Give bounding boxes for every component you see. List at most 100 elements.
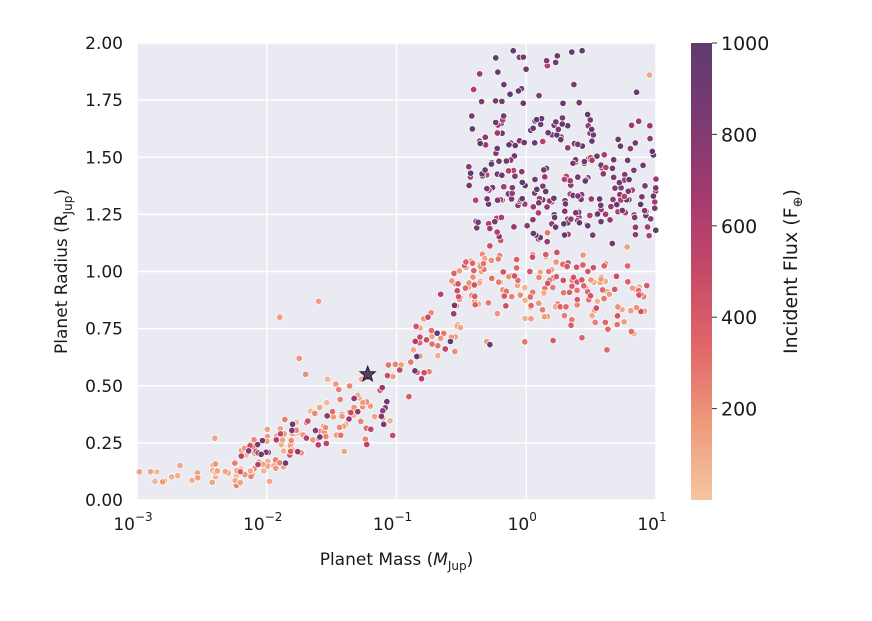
y-axis-label: Planet Radius (RJup)	[52, 189, 75, 354]
data-point	[481, 133, 489, 141]
data-point	[573, 286, 581, 294]
data-point	[521, 338, 529, 346]
data-point	[533, 116, 541, 124]
data-point	[543, 57, 551, 65]
data-point	[630, 166, 638, 174]
data-point	[608, 239, 616, 248]
data-point	[479, 260, 488, 268]
data-point	[151, 477, 159, 485]
data-point	[468, 259, 477, 267]
data-point	[411, 337, 419, 345]
data-point	[357, 417, 365, 425]
data-point	[646, 135, 654, 143]
data-point	[500, 292, 508, 300]
data-point	[433, 329, 441, 337]
data-point	[276, 313, 284, 321]
data-point	[518, 168, 526, 176]
colorbar-ticks: 200 400 600 800 1000	[712, 33, 769, 421]
data-point	[652, 226, 660, 234]
data-point	[311, 426, 320, 435]
data-point	[591, 318, 599, 326]
data-point	[519, 99, 527, 107]
data-point	[453, 287, 461, 295]
data-point	[529, 216, 537, 224]
data-point	[552, 258, 560, 266]
data-point	[600, 295, 608, 303]
data-point	[580, 282, 588, 290]
data-point	[605, 290, 613, 298]
data-point	[367, 425, 375, 433]
data-point	[468, 112, 476, 120]
data-point	[584, 267, 592, 276]
data-point	[337, 431, 345, 439]
data-point	[575, 99, 583, 107]
data-point	[422, 336, 431, 344]
data-point	[461, 284, 470, 292]
data-point	[614, 135, 622, 143]
data-point	[350, 394, 358, 403]
data-point	[454, 280, 462, 288]
data-point	[428, 340, 436, 348]
y-tick-label: 0.00	[85, 491, 123, 511]
data-point	[486, 224, 494, 233]
data-point	[620, 192, 628, 201]
data-point	[561, 231, 569, 239]
data-point	[586, 211, 594, 220]
data-point	[552, 273, 560, 281]
data-point	[575, 219, 583, 227]
data-point	[560, 312, 568, 320]
data-point	[554, 125, 562, 133]
data-point	[574, 173, 582, 181]
data-point	[584, 110, 592, 119]
data-point	[578, 276, 586, 284]
data-point	[508, 184, 516, 192]
data-point	[565, 288, 574, 296]
data-point	[552, 118, 560, 126]
data-point	[455, 267, 463, 275]
data-point	[643, 282, 651, 290]
data-point	[450, 310, 458, 318]
data-point	[174, 472, 182, 480]
highlight-star-marker	[358, 364, 377, 382]
data-point	[323, 412, 331, 420]
data-point	[257, 450, 265, 458]
data-point	[652, 184, 660, 192]
data-point	[510, 272, 519, 280]
data-point	[543, 238, 551, 246]
data-point	[276, 459, 284, 467]
data-point	[579, 251, 587, 259]
data-point	[451, 347, 459, 356]
data-point	[529, 124, 537, 132]
data-point	[281, 459, 290, 467]
data-point	[648, 147, 656, 155]
data-point	[211, 460, 220, 468]
x-tick-label: 10−2	[243, 510, 282, 535]
data-point	[441, 345, 449, 353]
data-point	[560, 289, 568, 297]
data-point	[539, 182, 547, 190]
data-point	[620, 318, 628, 326]
data-point	[316, 433, 324, 441]
data-point	[612, 272, 621, 280]
data-point	[572, 209, 580, 217]
data-point	[635, 117, 643, 125]
data-point	[535, 273, 543, 281]
data-point	[543, 203, 551, 211]
data-point	[194, 474, 202, 482]
data-point	[593, 297, 601, 305]
data-point	[487, 160, 495, 168]
data-point	[159, 478, 167, 486]
data-point	[581, 177, 589, 185]
data-point	[638, 193, 646, 201]
data-point	[623, 243, 631, 251]
data-point	[624, 156, 632, 164]
data-point	[483, 185, 491, 193]
data-point	[569, 273, 578, 281]
data-point	[563, 262, 571, 271]
data-point	[470, 281, 478, 289]
data-point	[488, 274, 496, 282]
data-point	[539, 137, 547, 146]
data-point	[476, 139, 484, 148]
data-point	[468, 125, 476, 133]
data-point	[135, 468, 143, 476]
